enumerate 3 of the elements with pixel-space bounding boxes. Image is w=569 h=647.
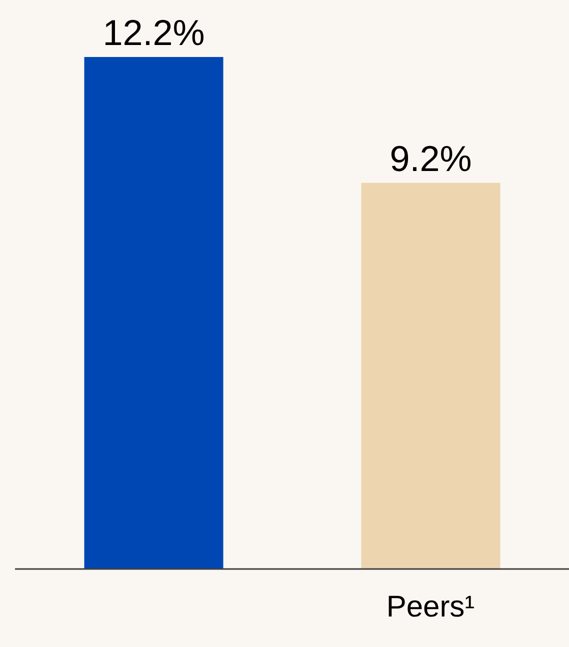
- data-label: 9.2%: [390, 138, 472, 179]
- x-tick-label: Peers¹: [386, 590, 475, 624]
- data-label: 12.2%: [102, 12, 205, 53]
